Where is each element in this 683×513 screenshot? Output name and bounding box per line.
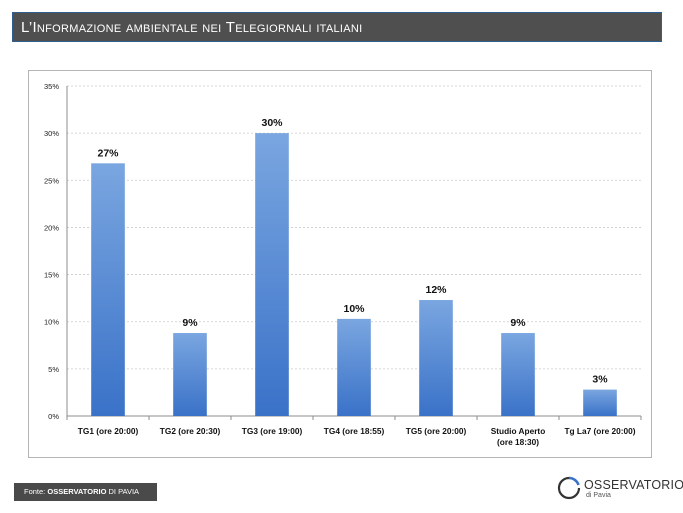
bar <box>337 318 371 416</box>
category-label: (ore 18:30) <box>497 437 539 447</box>
bar <box>173 333 207 416</box>
y-tick-label: 30% <box>44 129 59 138</box>
source-prefix: Fonte: <box>24 487 48 496</box>
data-label: 30% <box>261 117 283 129</box>
bar <box>91 163 125 416</box>
data-label: 27% <box>97 147 119 159</box>
category-label: TG2 (ore 20:30) <box>160 426 221 436</box>
source-rest: DI PAVIA <box>106 487 140 496</box>
source-bold: OSSERVATORIO <box>47 487 107 496</box>
category-label: TG5 (ore 20:00) <box>406 426 467 436</box>
bar-chart: 0% 5% 10% 15% 20% 25% 30% 35% 27% TG1 (ore 20:00)… <box>44 82 642 447</box>
category-label: TG1 (ore 20:00) <box>78 426 139 436</box>
y-tick-label: 25% <box>44 176 59 185</box>
title-bar: L’Informazione ambientale nei Telegiorna… <box>12 12 662 42</box>
data-label: 3% <box>592 374 608 386</box>
y-tick-label: 10% <box>44 318 59 327</box>
category-label: TG3 (ore 19:00) <box>242 426 303 436</box>
data-label: 9% <box>510 317 526 329</box>
source-footer: Fonte: OSSERVATORIO DI PAVIA <box>14 483 157 501</box>
bar <box>255 133 289 416</box>
osservatorio-logo: OSSERVATORIO di Pavia <box>556 475 683 505</box>
y-tick-label: 0% <box>48 412 59 421</box>
data-label: 10% <box>343 303 365 315</box>
bar <box>419 300 453 416</box>
y-tick-label: 5% <box>48 365 59 374</box>
bar <box>583 389 617 416</box>
logo-ring-icon <box>557 476 581 500</box>
data-label: 9% <box>182 317 198 329</box>
y-tick-label: 15% <box>44 271 59 280</box>
y-tick-label: 35% <box>44 82 59 91</box>
logo-name: OSSERVATORIO <box>584 478 683 492</box>
y-tick-label: 20% <box>44 223 59 232</box>
category-label: Studio Aperto <box>491 426 546 436</box>
data-label: 12% <box>425 284 447 296</box>
category-label: TG4 (ore 18:55) <box>324 426 385 436</box>
bar <box>501 333 535 416</box>
page-title: L’Informazione ambientale nei Telegiorna… <box>21 19 363 36</box>
category-label: Tg La7 (ore 20:00) <box>564 426 635 436</box>
chart-frame: 0% 5% 10% 15% 20% 25% 30% 35% 27% TG1 (ore 20:00)… <box>28 70 652 458</box>
logo-subtitle: di Pavia <box>586 492 611 499</box>
